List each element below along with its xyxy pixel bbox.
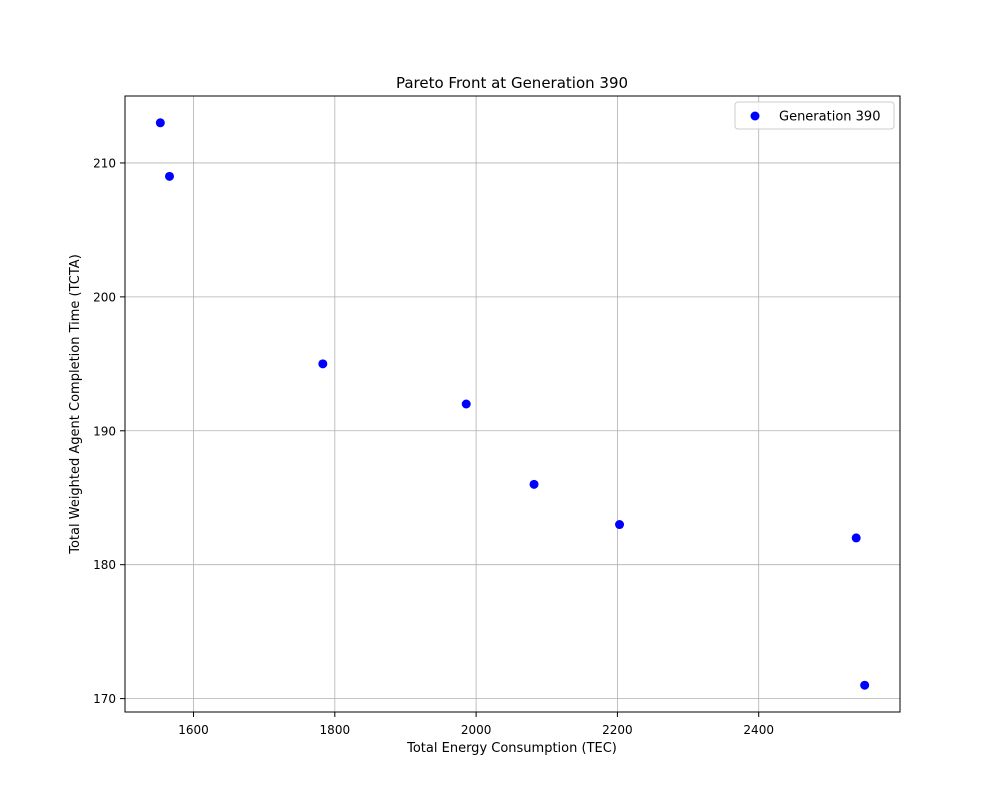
legend: Generation 390 [734, 101, 895, 130]
x-tick-label: 1600 [178, 723, 209, 737]
x-tick-label: 2400 [743, 723, 774, 737]
x-axis: 1600 1800 2000 2200 2400 [178, 712, 774, 737]
legend-marker-icon [750, 111, 760, 121]
data-points [155, 118, 870, 690]
scatter-point [461, 399, 471, 409]
scatter-point [615, 520, 625, 530]
x-axis-label: Total Energy Consumption (TEC) [406, 741, 617, 756]
x-tick-label: 2000 [461, 723, 492, 737]
y-tick-label: 190 [93, 424, 116, 438]
y-tick-label: 200 [93, 290, 116, 304]
y-tick-label: 180 [93, 558, 116, 572]
legend-box [734, 101, 895, 130]
scatter-point [318, 359, 328, 369]
x-tick-label: 1800 [320, 723, 351, 737]
y-tick-label: 170 [93, 692, 116, 706]
scatter-point [165, 171, 175, 181]
plot-frame [124, 95, 901, 713]
x-tick-label: 2200 [602, 723, 633, 737]
y-axis-label: Total Weighted Agent Completion Time (TC… [68, 254, 83, 555]
chart-title: Pareto Front at Generation 390 [396, 74, 628, 92]
legend-label: Generation 390 [779, 110, 880, 125]
scatter-point [851, 533, 861, 543]
grid-lines [125, 96, 900, 712]
y-tick-label: 210 [93, 156, 116, 170]
y-axis: 170 180 190 200 210 [93, 156, 125, 706]
scatter-point [860, 680, 870, 690]
plot-area [125, 96, 900, 712]
scatter-point [529, 479, 539, 489]
scatter-point [155, 118, 165, 128]
